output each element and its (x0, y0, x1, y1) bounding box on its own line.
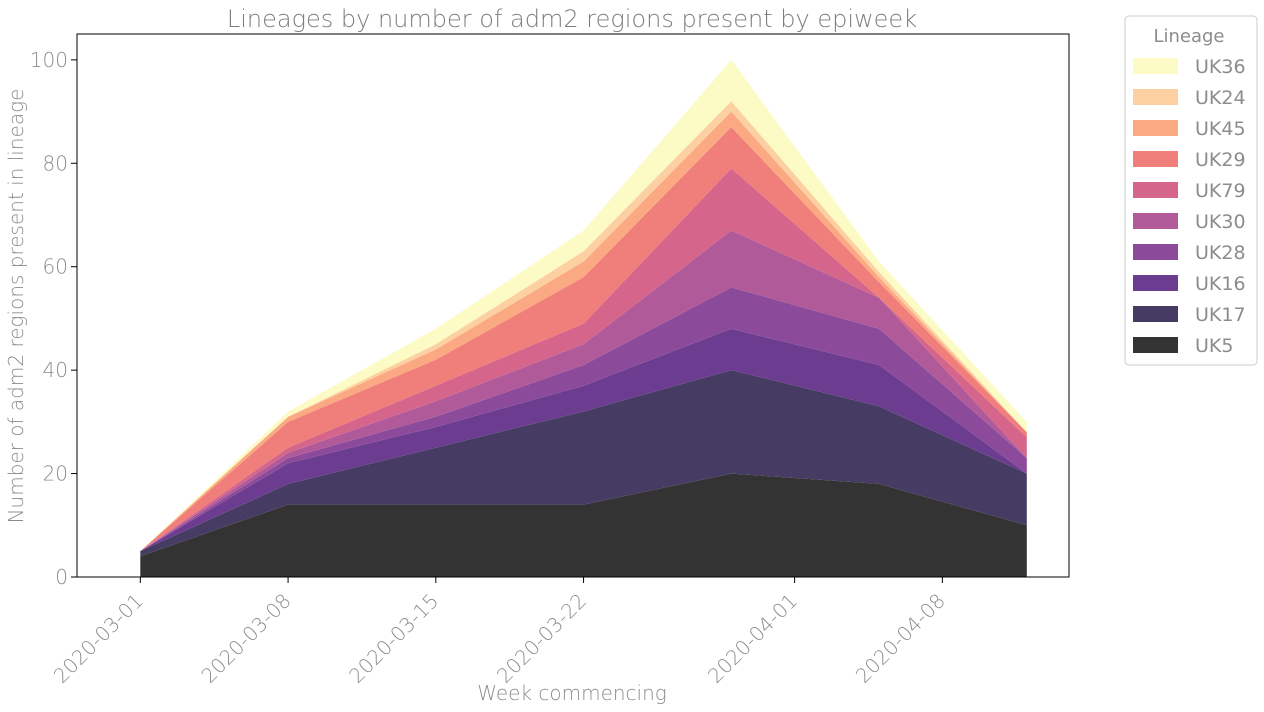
plot-frame (76, 33, 1070, 578)
x-tick-label: 2020-03-22 (492, 589, 591, 688)
legend-label-uk24: UK24 (1195, 87, 1246, 109)
y-tick-label: 0 (55, 565, 68, 589)
x-tick-label: 2020-03-15 (344, 589, 443, 688)
x-axis: 2020-03-01 2020-03-08 2020-03-15 2020-03-22… (49, 577, 950, 688)
legend-swatch-uk29 (1133, 151, 1178, 167)
legend-label-uk28: UK28 (1195, 242, 1246, 264)
y-tick-label: 100 (30, 48, 68, 72)
legend-label-uk36: UK36 (1195, 56, 1246, 78)
legend: Lineage UK36 UK24 UK45 UK29 UK79 UK30 UK28 UK16… (1124, 15, 1258, 366)
area-layers (140, 59, 1027, 577)
x-tick-label: 2020-04-01 (703, 589, 802, 688)
area-uk29 (140, 127, 1027, 552)
area-uk17 (140, 370, 1027, 557)
x-tick-label: 2020-03-08 (196, 589, 295, 688)
legend-swatch-uk79 (1133, 182, 1178, 198)
legend-swatch-uk30 (1133, 213, 1178, 229)
legend-label-uk5: UK5 (1195, 335, 1233, 357)
chart-title: Lineages by number of adm2 regions prese… (227, 5, 917, 33)
x-tick-label: 2020-03-01 (49, 589, 148, 688)
legend-label-uk30: UK30 (1195, 211, 1246, 233)
y-tick-label: 20 (43, 462, 68, 486)
legend-swatch-uk16 (1133, 275, 1178, 291)
area-uk5 (140, 473, 1027, 577)
y-axis-label: Number of adm2 regions present in lineag… (4, 89, 28, 524)
y-tick-label: 40 (43, 358, 68, 382)
legend-label-uk29: UK29 (1195, 149, 1246, 171)
y-tick-label: 60 (43, 255, 68, 279)
legend-swatch-uk17 (1133, 306, 1178, 322)
x-tick-label: 2020-04-08 (851, 589, 950, 688)
legend-label-uk17: UK17 (1195, 304, 1246, 326)
legend-label-uk79: UK79 (1195, 180, 1246, 202)
legend-title: Lineage (1153, 26, 1224, 47)
y-axis: 0 20 40 60 80 100 (30, 48, 77, 589)
legend-swatch-uk45 (1133, 120, 1178, 136)
legend-label-uk45: UK45 (1195, 118, 1246, 140)
legend-swatch-uk5 (1133, 337, 1178, 353)
x-axis-label: Week commencing (477, 681, 667, 705)
legend-swatch-uk24 (1133, 89, 1178, 105)
area-uk36 (140, 59, 1027, 552)
legend-label-uk16: UK16 (1195, 273, 1246, 295)
legend-swatch-uk36 (1133, 58, 1178, 74)
y-tick-label: 80 (43, 151, 68, 175)
legend-swatch-uk28 (1133, 244, 1178, 260)
area-uk16 (140, 328, 1027, 552)
